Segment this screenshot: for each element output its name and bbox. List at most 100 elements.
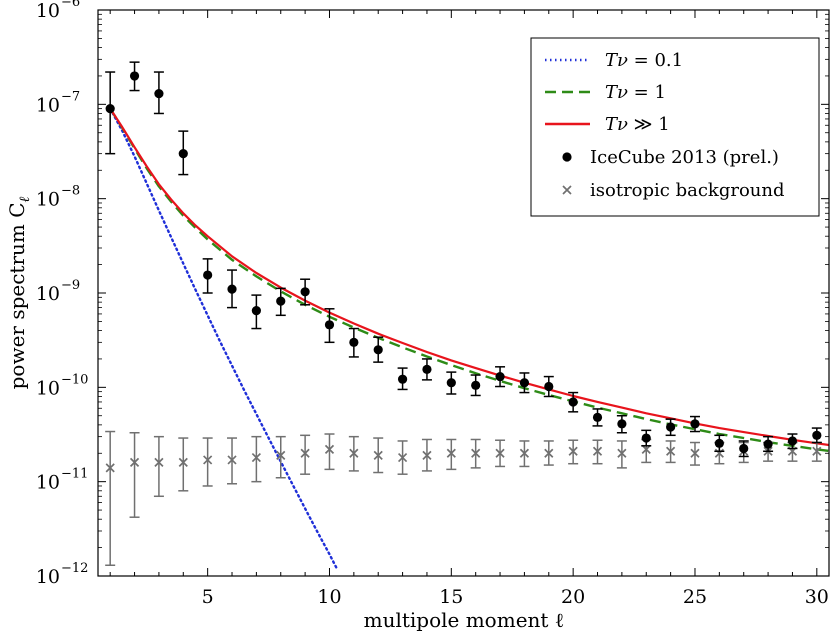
icecube-point-28 [763, 435, 774, 453]
x-tick-labels: 5 10 15 20 25 30 [202, 586, 829, 608]
y-tick-label: 10 [36, 283, 60, 305]
background-point-13 [397, 440, 408, 475]
legend-label: IceCube 2013 (prel.) [590, 147, 779, 168]
icecube-marker [154, 88, 164, 99]
legend-label: Tν ≫ 1 [605, 114, 670, 135]
background-marker [690, 448, 700, 458]
icecube-marker [471, 380, 481, 390]
y-tick-label: 10 [36, 0, 60, 22]
background-point-30 [811, 441, 822, 462]
background-marker [641, 444, 651, 454]
legend-entry-5: isotropic background [562, 180, 785, 201]
legend-label: Tν = 0.1 [605, 50, 683, 71]
model-curves [109, 107, 829, 570]
background-marker [544, 448, 554, 458]
y-tick-label-exponent: −11 [61, 467, 88, 482]
curve-line-2 [109, 108, 829, 447]
background-marker [812, 446, 822, 456]
background-marker [178, 457, 188, 468]
icecube-marker [690, 419, 700, 429]
x-tick-label: 15 [439, 586, 463, 608]
x-tick-label: 25 [683, 586, 707, 608]
icecube-point-18 [519, 372, 530, 394]
y-tick-label-exponent: −8 [61, 184, 80, 199]
background-marker [373, 450, 383, 460]
y-tick-label-exponent: −12 [61, 561, 88, 576]
icecube-point-2 [129, 61, 140, 92]
icecube-marker [373, 345, 383, 355]
y-tick-label-exponent: −7 [61, 89, 80, 104]
background-point-15 [446, 438, 457, 471]
background-marker [251, 452, 261, 463]
icecube-marker [105, 104, 115, 114]
legend-label-rhs: ≫ 1 [628, 114, 670, 135]
legend-label-math: Tν [605, 114, 628, 135]
legend-label-rhs: = 1 [628, 82, 666, 103]
legend-label-rhs: = 0.1 [628, 50, 683, 71]
x-tick-label: 5 [202, 586, 214, 608]
background-point-11 [348, 435, 359, 472]
background-points [105, 430, 822, 567]
legend-label-math: Tν [605, 82, 628, 103]
icecube-point-13 [397, 367, 408, 391]
background-point-16 [470, 438, 481, 469]
icecube-marker [397, 374, 408, 384]
background-marker [227, 455, 237, 465]
icecube-marker [422, 364, 432, 374]
background-marker [568, 446, 578, 456]
background-point-12 [373, 437, 384, 474]
icecube-marker [178, 149, 188, 159]
y-tick-label: 10 [36, 377, 60, 399]
background-point-17 [495, 439, 506, 468]
icecube-marker [300, 287, 310, 297]
icecube-marker [446, 378, 456, 388]
icecube-point-8 [275, 287, 286, 317]
icecube-point-24 [665, 418, 676, 437]
background-point-6 [227, 437, 238, 485]
icecube-marker [203, 270, 213, 280]
icecube-marker [568, 397, 578, 407]
background-marker [276, 450, 286, 460]
icecube-marker [592, 412, 603, 423]
icecube-marker [617, 419, 627, 429]
background-marker [105, 463, 115, 473]
background-point-19 [543, 440, 554, 466]
background-marker [300, 448, 310, 458]
icecube-point-4 [178, 130, 189, 176]
legend-entry-2: Tν = 1 [545, 82, 666, 103]
icecube-point-7 [251, 294, 262, 330]
icecube-marker [495, 371, 505, 382]
x-tick-label: 10 [317, 586, 341, 608]
icecube-point-30 [811, 427, 822, 444]
y-tick-label: 10 [36, 566, 60, 588]
icecube-point-1 [105, 71, 116, 155]
legend-entry-1: Tν = 0.1 [545, 50, 683, 71]
background-marker [203, 455, 213, 465]
background-point-14 [421, 438, 432, 472]
icecube-point-26 [714, 434, 725, 453]
background-marker [154, 457, 164, 468]
icecube-point-25 [689, 415, 700, 433]
background-point-3 [153, 435, 164, 498]
background-point-5 [202, 437, 213, 487]
icecube-point-15 [446, 371, 457, 395]
icecube-point-11 [348, 327, 359, 358]
icecube-marker [349, 337, 359, 347]
legend-entry-3: Tν ≫ 1 [545, 114, 670, 135]
icecube-point-20 [568, 391, 579, 413]
background-point-25 [689, 441, 700, 466]
background-point-24 [665, 440, 676, 464]
icecube-point-23 [641, 429, 652, 447]
legend-entry-4: IceCube 2013 (prel.) [562, 147, 779, 168]
icecube-point-27 [738, 440, 749, 458]
icecube-point-19 [543, 375, 554, 398]
icecube-marker [763, 439, 773, 449]
background-marker [519, 448, 530, 458]
icecube-marker [519, 378, 530, 388]
icecube-point-10 [324, 308, 335, 344]
x-tick-label: 20 [561, 586, 585, 608]
y-axis-label-group: power spectrum Cℓ [5, 196, 33, 389]
icecube-marker [666, 422, 676, 432]
